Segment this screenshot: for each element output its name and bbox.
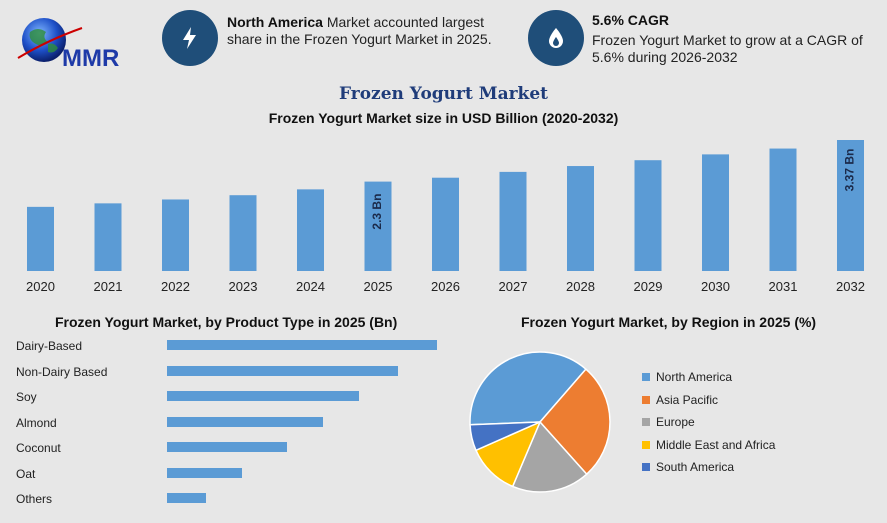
data-label: 2.3 Bn — [370, 194, 384, 230]
pie-slice-north-america — [469, 351, 587, 426]
x-tick-label: 2026 — [431, 279, 460, 294]
legend-label: Asia Pacific — [656, 392, 719, 407]
x-tick-label: 2024 — [296, 279, 325, 294]
x-tick-label: 2030 — [701, 279, 730, 294]
bar-2024 — [297, 189, 324, 271]
info-card-2-bold: 5.6% CAGR — [592, 12, 670, 28]
x-tick-label: 2029 — [634, 279, 663, 294]
product-type-label: Non-Dairy Based — [16, 364, 108, 379]
bar-2032 — [837, 140, 864, 271]
legend-item: North America — [642, 370, 732, 384]
legend-swatch — [642, 395, 650, 404]
bar-2029 — [634, 160, 662, 271]
page-title: Frozen Yogurt Market — [338, 84, 549, 104]
logo-text: MMR — [62, 45, 119, 72]
region-chart-title: Frozen Yogurt Market, by Region in 2025 … — [521, 314, 817, 330]
info-card-2-text: Frozen Yogurt Market to grow at a CAGR o… — [592, 32, 863, 65]
product-type-chart-title: Frozen Yogurt Market, by Product Type in… — [55, 314, 398, 330]
x-tick-label: 2025 — [364, 279, 393, 294]
legend-label: South America — [656, 460, 735, 474]
bar-2025 — [364, 181, 392, 271]
bar-2031 — [769, 148, 797, 271]
product-type-bar — [167, 442, 287, 452]
legend-label: Europe — [656, 415, 695, 429]
product-type-bar — [167, 416, 323, 427]
product-type-bar — [167, 467, 242, 478]
pie-slice-europe — [511, 420, 588, 493]
info-card-1-text: Market accounted largest share in the Fr… — [227, 14, 492, 47]
info-card-north-america: North America Market accounted largest s… — [227, 14, 507, 48]
data-label: 3.37 Bn — [843, 149, 857, 192]
info-card-1-bold: North America — [227, 14, 323, 30]
info-card-cagr: 5.6% CAGR Frozen Yogurt Market to grow a… — [592, 12, 872, 66]
legend-item: Asia Pacific — [642, 393, 718, 407]
x-tick-label: 2028 — [566, 279, 595, 294]
legend-label: North America — [656, 370, 733, 384]
pie-slice-south-america — [469, 421, 541, 452]
bar-2020 — [27, 206, 54, 271]
legend-item: Europe — [642, 415, 695, 429]
bar-2023 — [229, 195, 257, 271]
bar-2021 — [94, 203, 122, 271]
bar-2030 — [702, 154, 729, 271]
globe-icon: MMR — [17, 18, 119, 72]
legend-item: South America — [642, 460, 734, 474]
market-size-bar-chart: 2020 2021 2022 2023 2024 2025 2.3 Bn 2026 2027 20… — [26, 140, 865, 294]
product-type-bar — [167, 365, 398, 376]
product-type-label: Others — [16, 492, 53, 506]
product-type-label: Coconut — [16, 441, 61, 455]
product-type-label: Almond — [16, 415, 57, 430]
legend-swatch — [642, 373, 650, 381]
x-tick-label: 2027 — [499, 279, 528, 294]
bar-2022 — [162, 199, 189, 271]
market-size-chart-title: Frozen Yogurt Market size in USD Billion… — [268, 110, 619, 126]
x-tick-label: 2021 — [94, 279, 123, 294]
mmr-logo: MMR — [14, 14, 134, 74]
product-type-label: Soy — [16, 390, 37, 404]
region-pie-chart — [469, 351, 611, 493]
bar-2028 — [567, 166, 594, 271]
x-tick-label: 2020 — [26, 279, 55, 294]
legend-swatch — [642, 440, 650, 449]
bar-2026 — [432, 177, 459, 271]
product-type-bar — [167, 391, 359, 401]
legend-label: Middle East and Africa — [656, 437, 776, 452]
product-type-label: Dairy-Based — [16, 339, 83, 353]
x-tick-label: 2032 — [836, 279, 865, 294]
x-tick-label: 2031 — [769, 279, 798, 294]
x-tick-label: 2023 — [229, 279, 258, 294]
x-tick-label: 2022 — [161, 279, 190, 294]
legend-item: Middle East and Africa — [642, 438, 775, 452]
lightning-icon — [162, 10, 218, 66]
pie-slice-asia-pacific — [539, 368, 611, 476]
bar-2027 — [499, 171, 527, 271]
product-type-bar — [167, 493, 206, 503]
flame-drop-icon — [528, 10, 584, 66]
product-type-bar — [167, 340, 437, 350]
legend-swatch — [642, 418, 650, 426]
legend-swatch — [642, 463, 650, 471]
product-type-label: Oat — [16, 466, 36, 481]
